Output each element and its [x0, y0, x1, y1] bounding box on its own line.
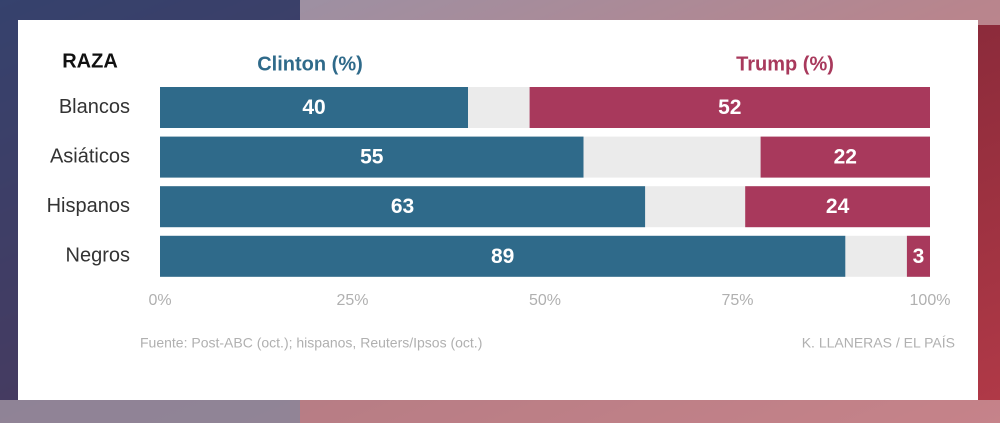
flag-stripe	[0, 400, 1000, 423]
x-tick-label: 25%	[336, 292, 368, 309]
bar-clinton	[160, 235, 846, 277]
legend-clinton: Clinton (%)	[257, 53, 363, 75]
value-label: 52	[718, 96, 741, 119]
bar-trump	[745, 186, 930, 228]
bar-trump	[906, 235, 930, 277]
x-tick-label: 100%	[910, 292, 951, 309]
bar-trump	[529, 87, 930, 128]
source: Fuente: Post-ABC (oct.); hispanos, Reute…	[140, 335, 482, 351]
credit: K. LLANERAS / EL PAÍS	[802, 335, 955, 351]
bar-trump	[760, 136, 930, 178]
x-tick-label: 50%	[529, 292, 561, 309]
category-label: Hispanos	[47, 195, 130, 217]
value-label: 55	[360, 146, 384, 169]
value-label: 22	[834, 146, 857, 169]
value-label: 63	[391, 195, 414, 218]
category-axis-title: RAZA	[62, 50, 118, 72]
bar-clinton	[160, 87, 468, 128]
value-label: 40	[302, 96, 325, 119]
category-label: Blancos	[59, 96, 130, 118]
value-label: 89	[491, 245, 514, 268]
value-label: 24	[826, 195, 850, 218]
bar-clinton	[160, 136, 584, 178]
x-tick-label: 75%	[721, 292, 753, 309]
legend-trump: Trump (%)	[736, 53, 834, 75]
category-label: Asiáticos	[50, 145, 130, 167]
value-label: 3	[913, 245, 925, 268]
bar-clinton	[160, 186, 646, 228]
x-tick-label: 0%	[148, 292, 171, 309]
category-label: Negros	[66, 245, 130, 267]
